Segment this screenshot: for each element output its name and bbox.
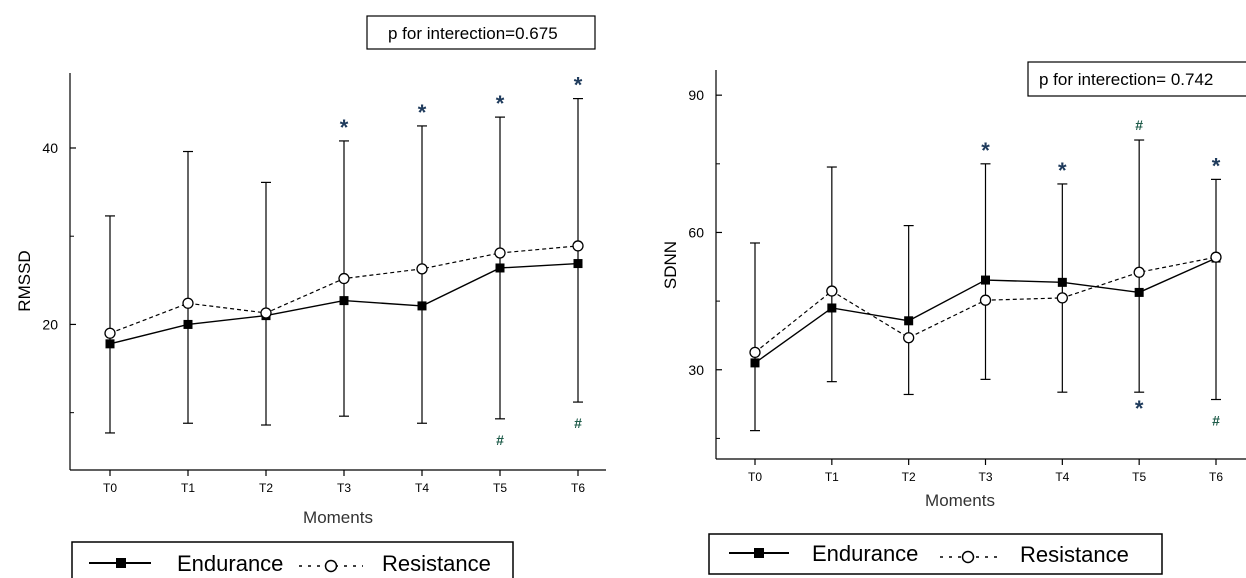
endurance-point: [904, 316, 914, 326]
legend-endurance-label: Endurance: [812, 541, 918, 566]
endurance-point: [750, 358, 760, 368]
resistance-point: [260, 307, 272, 319]
x-tick-label: T1: [825, 470, 839, 484]
y-tick-label: 30: [688, 362, 704, 378]
y-tick-label: 90: [688, 87, 704, 103]
rmssd-chart-panel: p for interection=0.675 20 40 T0 T1 T2 T3 T4 T5…: [15, 15, 606, 578]
significance-hash: #: [1135, 117, 1143, 133]
significance-star: *: [1058, 158, 1067, 183]
legend-endurance-square-icon: [116, 558, 126, 568]
interaction-annotation-box: [1027, 61, 1246, 97]
endurance-point: [827, 303, 837, 313]
y-axis-title: RMSSD: [15, 250, 34, 311]
resistance-point: [572, 240, 584, 252]
legend-box: [71, 541, 514, 578]
plot-area: 30 60 90 T0 T1 T2 T3 T4 T5 T6 * * # * * #: [688, 87, 1223, 484]
x-tick-label: T3: [978, 470, 992, 484]
x-tick-label: T2: [259, 481, 273, 495]
interaction-annotation-box: [366, 15, 596, 50]
x-tick-label: T3: [337, 481, 351, 495]
resistance-point: [826, 285, 838, 297]
significance-star: *: [340, 115, 349, 140]
resistance-point: [494, 247, 506, 259]
x-tick-label: T2: [902, 470, 916, 484]
x-tick-label: T6: [571, 481, 585, 495]
x-tick-label: T0: [103, 481, 117, 495]
y-tick-label: 40: [42, 140, 58, 156]
legend-endurance-square-icon: [754, 548, 764, 558]
legend-resistance-circle-icon: [324, 559, 338, 573]
y-axis-title: SDNN: [661, 241, 680, 289]
resistance-point: [416, 263, 428, 275]
resistance-point: [1056, 292, 1068, 304]
x-tick-label: T6: [1209, 470, 1223, 484]
significance-star: *: [574, 73, 583, 98]
resistance-point: [1210, 251, 1222, 263]
resistance-point: [104, 327, 116, 339]
sdnn-chart-panel: p for interection= 0.742 30 60 90 T0 T1 T2 T3 T…: [661, 61, 1246, 575]
x-tick-label: T0: [748, 470, 762, 484]
significance-hash: #: [1212, 413, 1220, 429]
legend: Endurance Resistance: [71, 541, 514, 578]
endurance-point: [417, 301, 427, 311]
x-axis-title: Moments: [925, 491, 995, 510]
legend-endurance-label: Endurance: [177, 551, 283, 576]
legend-resistance-circle-icon: [961, 550, 975, 564]
resistance-point: [749, 346, 761, 359]
y-tick-label: 20: [42, 316, 58, 332]
x-tick-label: T5: [1132, 470, 1146, 484]
significance-star: *: [418, 100, 427, 125]
x-axis-title: Moments: [303, 508, 373, 527]
endurance-point: [339, 296, 349, 306]
endurance-point: [1057, 277, 1067, 287]
resistance-point: [979, 294, 992, 306]
interaction-annotation: p for interection= 0.742: [1039, 70, 1213, 89]
y-tick-label: 60: [688, 224, 704, 240]
significance-star: *: [1135, 396, 1144, 421]
endurance-point: [495, 263, 505, 273]
endurance-point: [105, 339, 115, 349]
x-tick-label: T1: [181, 481, 195, 495]
resistance-point: [338, 272, 350, 285]
legend: Endurance Resistance: [708, 533, 1163, 575]
x-tick-label: T5: [493, 481, 507, 495]
legend-resistance-label: Resistance: [382, 551, 491, 576]
significance-star: *: [1212, 153, 1221, 178]
x-tick-label: T4: [415, 481, 429, 495]
significance-hash: #: [496, 432, 504, 448]
resistance-point: [182, 297, 194, 309]
plot-area: 20 40 T0 T1 T2 T3 T4 T5 T6 * * * * # #: [42, 73, 585, 495]
resistance-point: [903, 332, 915, 344]
legend-resistance-label: Resistance: [1020, 542, 1129, 567]
endurance-point: [573, 259, 583, 269]
x-tick-label: T4: [1055, 470, 1069, 484]
endurance-point: [183, 319, 193, 329]
interaction-annotation: p for interection=0.675: [388, 24, 558, 43]
endurance-point: [981, 275, 990, 285]
resistance-point: [1133, 266, 1145, 278]
significance-star: *: [496, 91, 505, 116]
significance-star: *: [981, 138, 990, 163]
significance-hash: #: [574, 415, 582, 431]
endurance-point: [1134, 287, 1144, 297]
